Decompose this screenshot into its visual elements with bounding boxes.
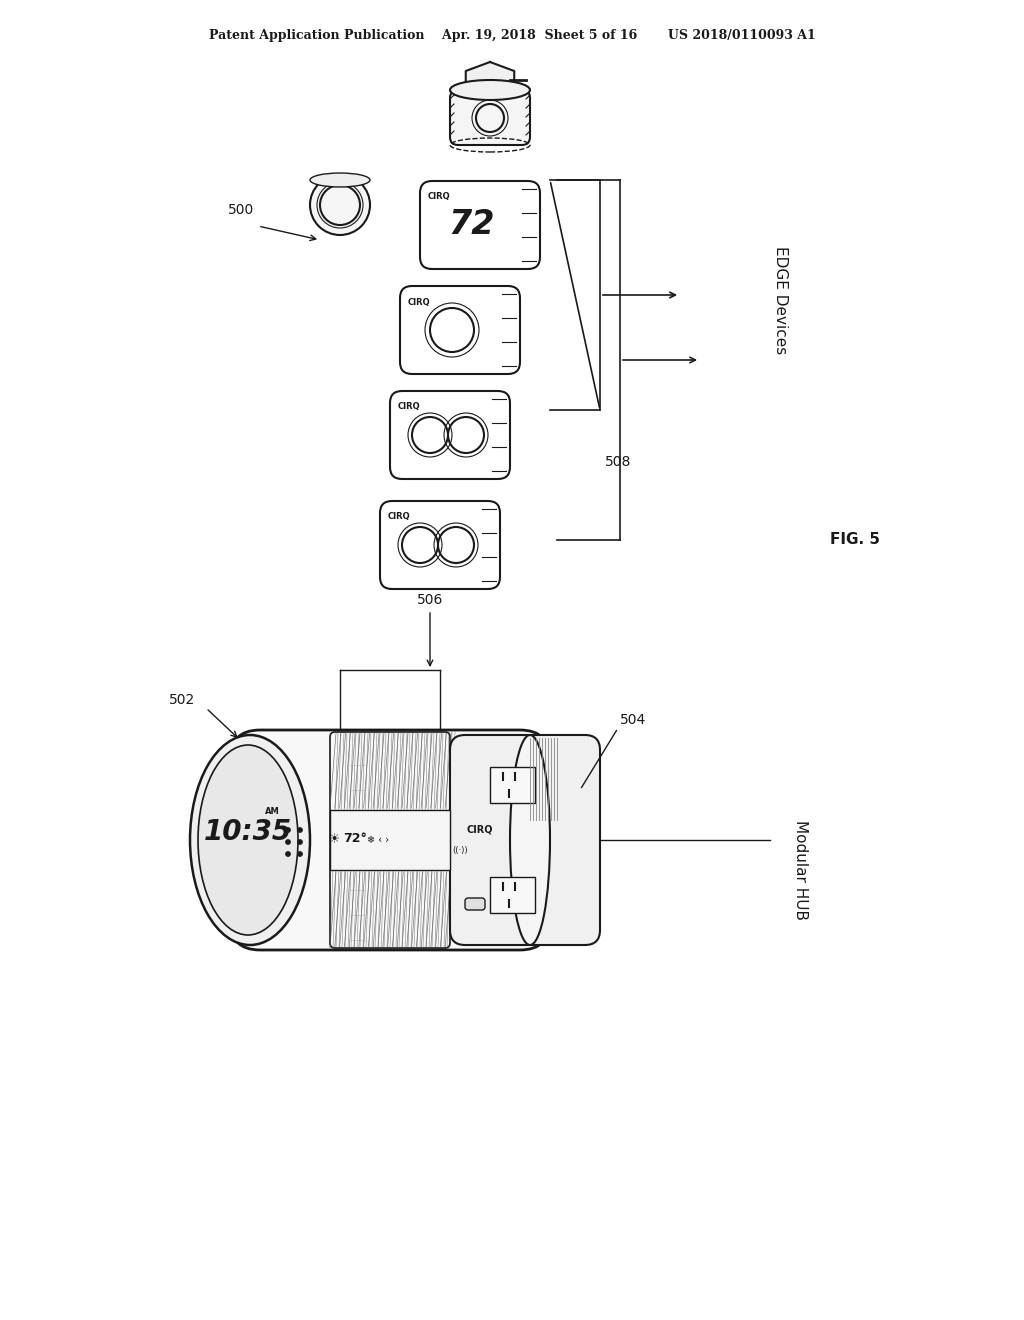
Bar [490,876,535,913]
Text: CIRQ: CIRQ [398,403,421,412]
FancyBboxPatch shape [465,898,485,909]
Text: ((·)): ((·)) [453,846,468,854]
FancyBboxPatch shape [230,730,550,950]
Text: CIRQ: CIRQ [408,297,431,306]
Text: 72: 72 [449,209,496,242]
Ellipse shape [450,81,530,100]
Text: ❄ ‹ ›: ❄ ‹ › [367,836,389,845]
Text: EDGE Devices: EDGE Devices [772,246,787,354]
Polygon shape [466,62,514,98]
Text: 506: 506 [417,593,443,607]
Text: FIG. 5: FIG. 5 [830,532,880,548]
Ellipse shape [310,173,370,187]
Ellipse shape [510,735,550,945]
Bar [330,810,450,870]
FancyBboxPatch shape [450,735,600,945]
Text: 72°: 72° [343,832,367,845]
Text: ☀: ☀ [330,833,341,846]
FancyBboxPatch shape [450,90,530,145]
Circle shape [286,851,291,857]
Text: 502: 502 [169,693,195,708]
Text: CIRQ: CIRQ [428,193,451,202]
Circle shape [298,840,302,845]
Text: 500: 500 [228,203,254,216]
Text: CIRQ: CIRQ [388,512,411,521]
Circle shape [298,851,302,857]
Ellipse shape [198,744,298,935]
Text: Patent Application Publication    Apr. 19, 2018  Sheet 5 of 16       US 2018/011: Patent Application Publication Apr. 19, … [209,29,815,41]
Circle shape [286,840,291,845]
Bar [490,767,535,803]
Circle shape [286,828,291,833]
Text: AM: AM [264,808,280,817]
Text: CIRQ: CIRQ [467,825,494,836]
Circle shape [310,176,370,235]
Text: 504: 504 [620,713,646,727]
Circle shape [298,828,302,833]
Ellipse shape [190,735,310,945]
Text: 508: 508 [605,455,632,469]
Text: 10:35: 10:35 [204,818,292,846]
Text: Modular HUB: Modular HUB [793,820,808,920]
